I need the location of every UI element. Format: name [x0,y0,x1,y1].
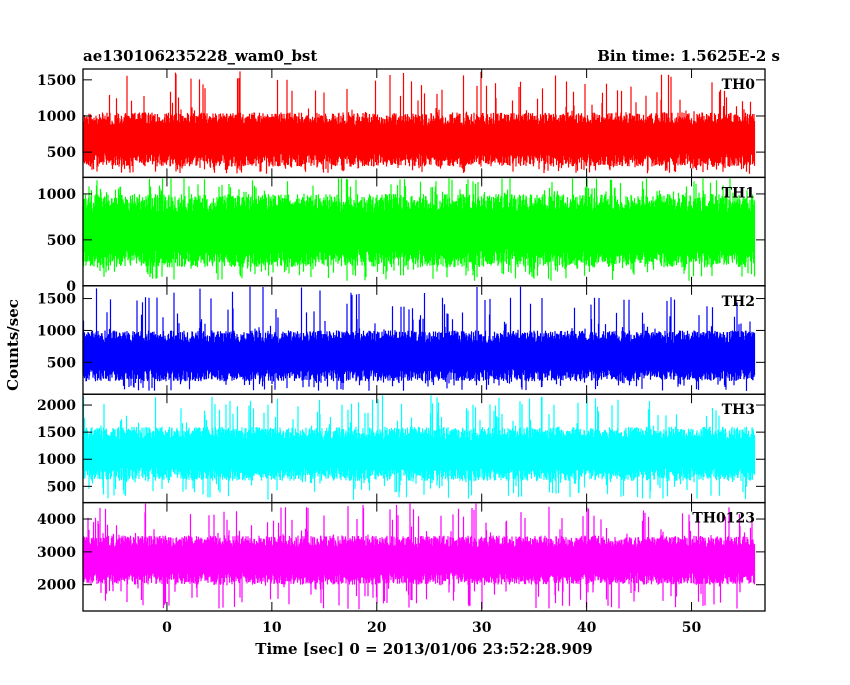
series-th0123 [82,503,756,610]
x-tick-label: 30 [472,620,492,636]
y-tick-label: 3000 [37,545,76,561]
y-tick-label: 1500 [37,73,76,89]
panel-th2: 500 1000 1500 TH2 [37,285,766,395]
panel-label: TH3 [722,402,755,418]
series-th1 [82,178,756,281]
chart-title: ae130106235228_wam0_bst [83,47,317,65]
bin-time-label: Bin time: 1.5625E-2 s [597,47,780,65]
series-th2 [82,286,756,391]
series-th0 [82,71,756,174]
x-tick-label: 50 [682,620,702,636]
y-tick-label: 1500 [37,425,76,441]
x-tick-label: 40 [577,620,597,636]
y-tick-label: 500 [47,479,76,495]
x-axis-label: Time [sec] 0 = 2013/01/06 23:52:28.909 [255,640,592,658]
y-tick-label: 500 [47,145,76,161]
panel-label: TH0123 [692,511,755,527]
y-tick-label: 4000 [37,512,76,528]
x-tick-label: 0 [162,620,172,636]
panel-th0123: 2000 3000 4000 TH0123 [37,501,766,612]
y-tick-label: 1000 [37,452,76,468]
y-tick-label: 0 [66,279,76,295]
x-tick-label: 10 [262,620,282,636]
panel-frame [82,501,766,612]
panel-th0: 500 1000 1500 TH0 [37,68,766,179]
x-axis-ticks: 0 10 20 30 40 50 [162,620,701,636]
y-tick-label: 500 [47,233,76,249]
y-tick-label: 2000 [37,398,76,414]
x-tick-label: 20 [367,620,387,636]
panel-label: TH2 [722,294,755,310]
y-tick-label: 500 [47,355,76,371]
y-tick-label: 1000 [37,323,76,339]
series-th3 [82,395,756,500]
panel-th3: 500 1000 1500 2000 TH3 [37,393,766,504]
y-tick-label: 2000 [37,578,76,594]
y-tick-label: 1000 [37,187,76,203]
panel-label: TH0 [722,77,756,93]
y-tick-label: 1500 [37,292,76,308]
y-axis-label: Counts/sec [4,299,22,391]
panel-label: TH1 [722,185,755,201]
y-tick-label: 1000 [37,109,76,125]
panel-th1: 0 500 1000 TH1 [37,176,766,295]
